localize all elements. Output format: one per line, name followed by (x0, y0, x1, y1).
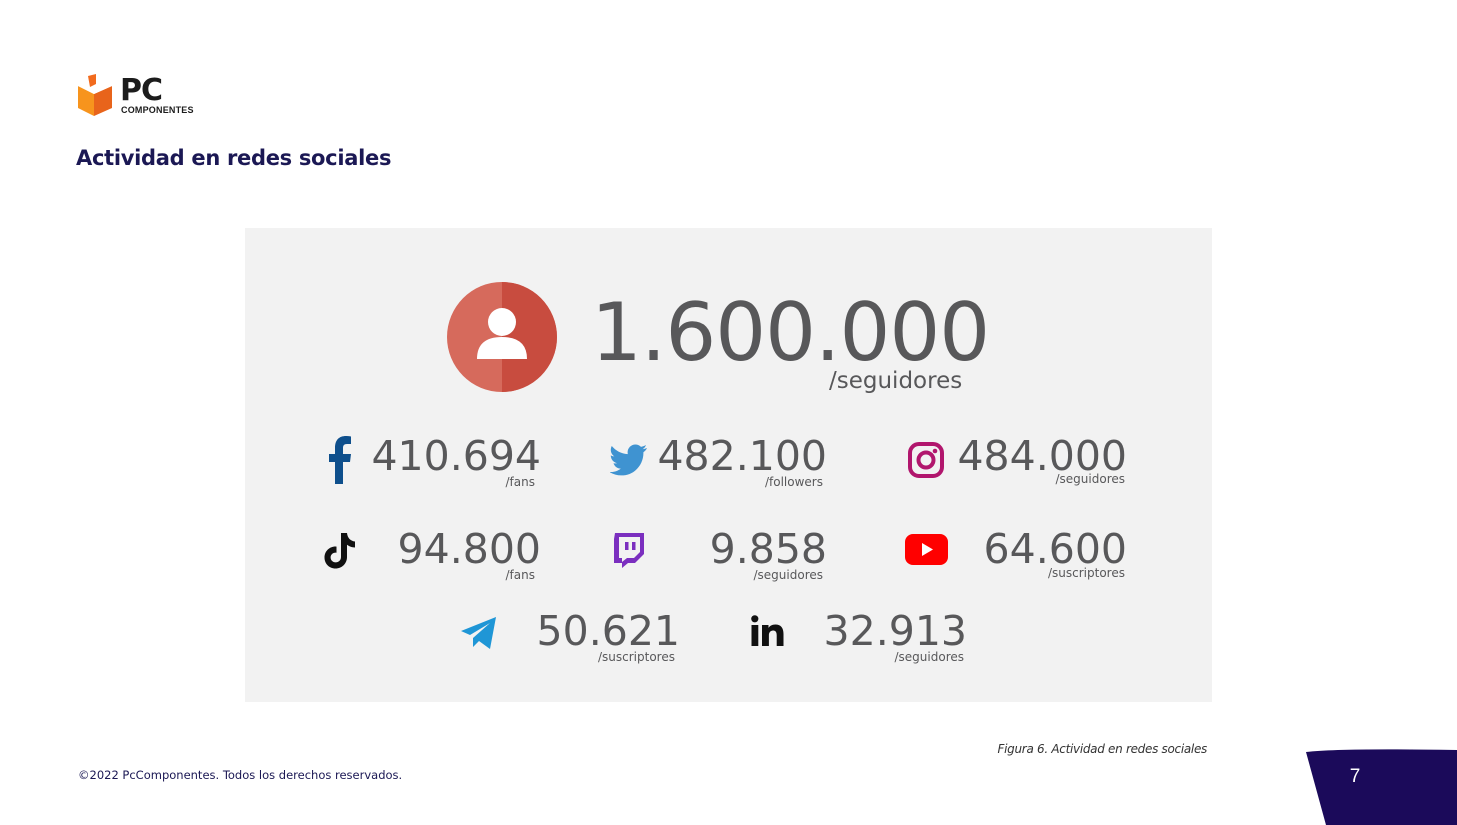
youtube-icon (905, 534, 948, 565)
page-number: 7 (1349, 766, 1361, 787)
linkedin-value: 32.913 (823, 607, 967, 655)
brand-subtitle: COMPONENTES (121, 105, 194, 115)
tiktok-icon (324, 533, 355, 569)
social-stats-panel: 1.600.000 /seguidores 410.694 /fans 482.… (245, 228, 1212, 702)
brand-name: PC (120, 73, 163, 108)
twitch-unit: /seguidores (753, 568, 824, 582)
instagram-unit: /seguidores (1055, 472, 1126, 486)
user-icon (447, 282, 557, 392)
youtube-value: 64.600 (983, 525, 1127, 573)
total-followers-unit: /seguidores (829, 368, 963, 394)
page-number-tab (1306, 749, 1457, 825)
twitter-unit: /followers (764, 475, 823, 489)
page-title: Actividad en redes sociales (76, 146, 392, 170)
twitch-value: 9.858 (709, 525, 827, 573)
linkedin-icon (751, 615, 784, 646)
facebook-value: 410.694 (371, 432, 541, 480)
twitter-icon (610, 444, 647, 476)
twitter-value: 482.100 (657, 432, 827, 480)
copyright-text: ©2022 PcComponentes. Todos los derechos … (78, 768, 403, 782)
youtube-unit: /suscriptores (1048, 566, 1125, 580)
telegram-icon (461, 617, 496, 649)
instagram-icon (908, 442, 944, 478)
box-logo-icon (78, 74, 112, 116)
twitch-icon (614, 533, 644, 568)
facebook-unit: /fans (505, 475, 535, 489)
tiktok-value: 94.800 (397, 525, 541, 573)
figure-caption: Figura 6. Actividad en redes sociales (997, 742, 1208, 756)
linkedin-unit: /seguidores (894, 650, 965, 664)
brand-logo: PC COMPONENTES (76, 74, 196, 118)
facebook-icon (329, 436, 351, 484)
telegram-unit: /suscriptores (598, 650, 675, 664)
telegram-value: 50.621 (536, 607, 680, 655)
total-followers-value: 1.600.000 (591, 286, 990, 379)
tiktok-unit: /fans (505, 568, 535, 582)
instagram-value: 484.000 (957, 432, 1127, 480)
